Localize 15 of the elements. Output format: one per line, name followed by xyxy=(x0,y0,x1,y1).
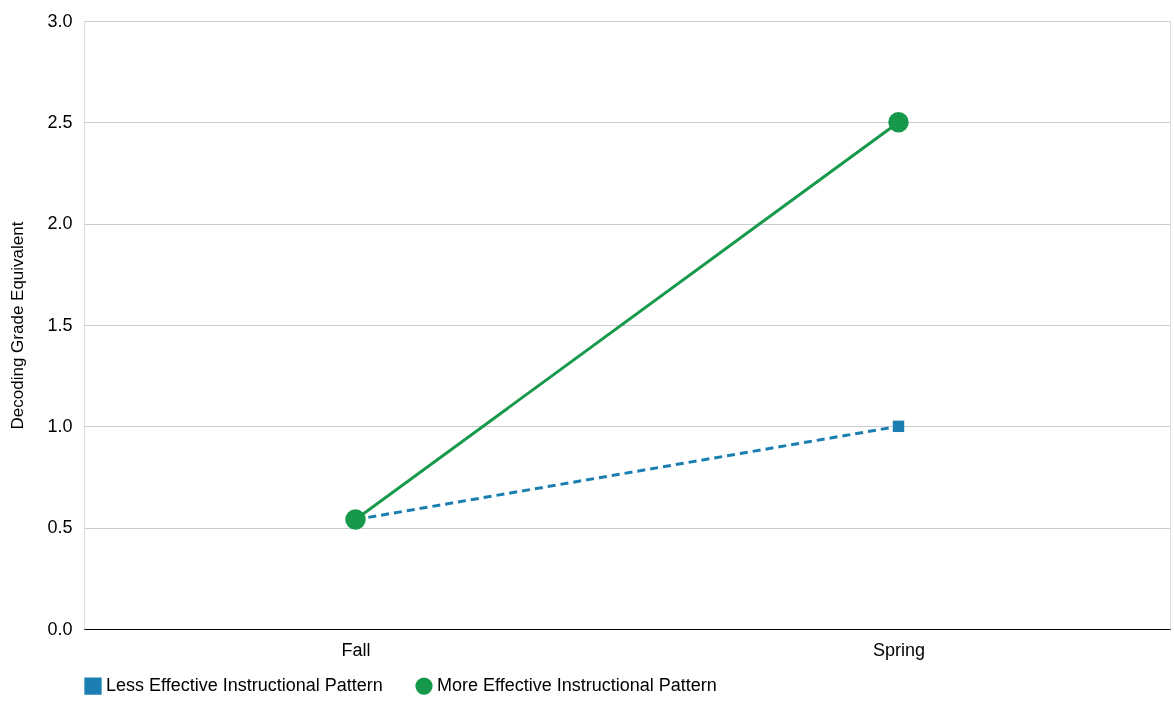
y-tick-label: 0.0 xyxy=(47,618,73,639)
x-tick-label: Spring xyxy=(872,639,926,660)
legend-label: More Effective Instructional Pattern xyxy=(437,675,717,696)
y-tick-label: 0.5 xyxy=(47,517,73,538)
y-tick-label: 3.0 xyxy=(47,10,73,31)
y-tick-label: 1.5 xyxy=(47,314,73,335)
y-tick-label: 1.0 xyxy=(47,415,73,436)
point xyxy=(888,112,909,133)
y-tick-label: 2.0 xyxy=(47,213,73,234)
point xyxy=(892,420,905,433)
y-axis-title: Decoding Grade Equivalent xyxy=(8,221,28,430)
legend-label: Less Effective Instructional Pattern xyxy=(106,675,383,696)
point xyxy=(345,509,366,530)
x-tick-label: Fall xyxy=(341,639,371,660)
y-tick-label: 2.5 xyxy=(47,111,73,132)
